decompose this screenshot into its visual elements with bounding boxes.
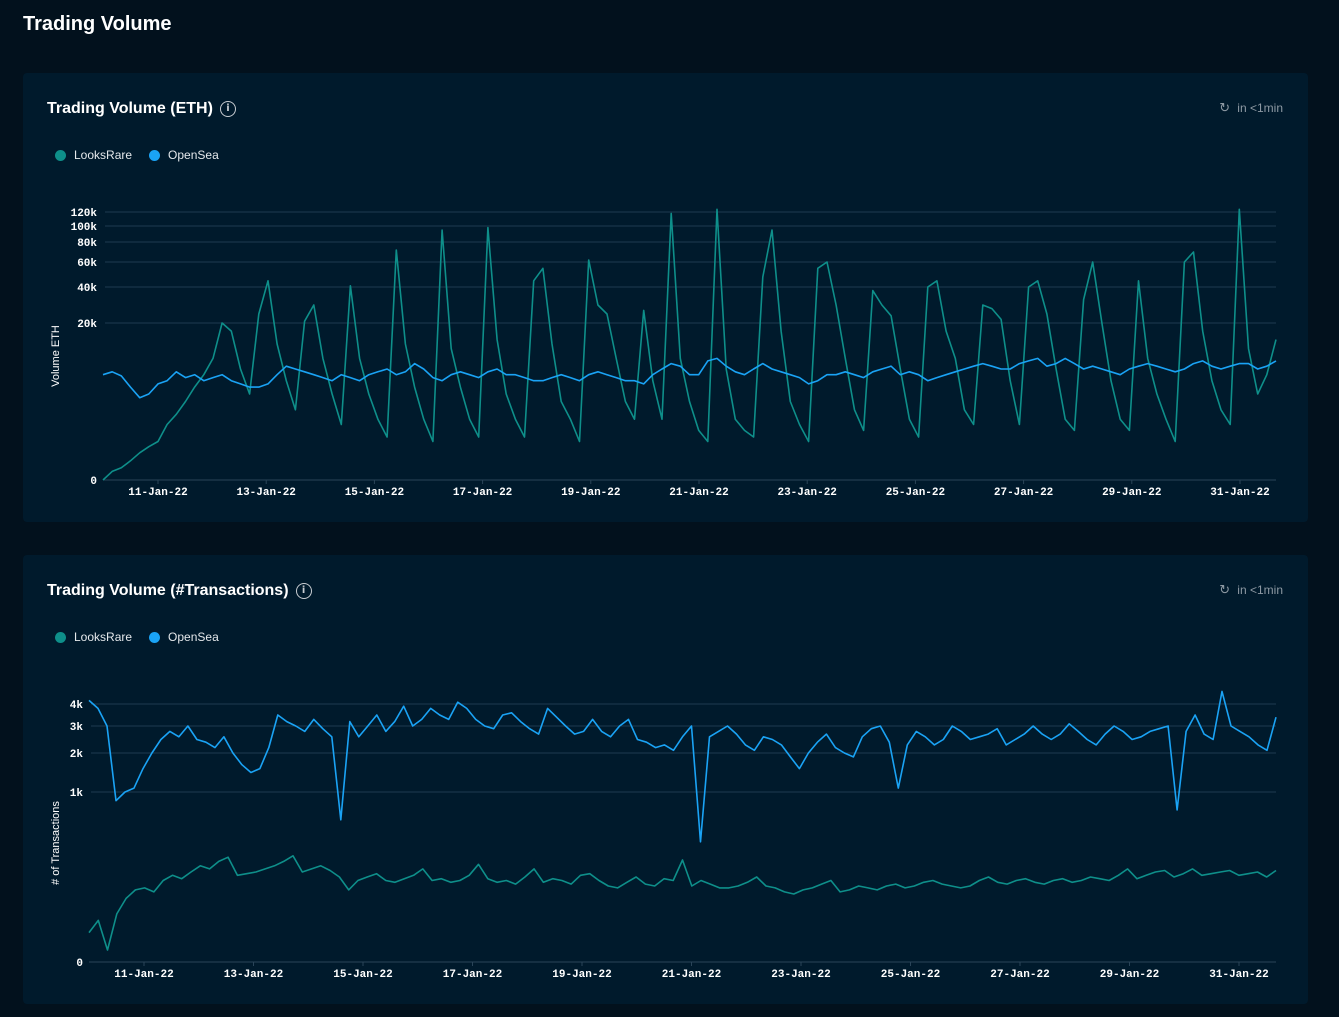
y-tick-label: 60k bbox=[77, 258, 97, 270]
eth-volume-panel: Trading Volume (ETH) i ↻ in <1min LooksR… bbox=[23, 73, 1308, 522]
y-axis-label: Volume ETH bbox=[50, 325, 62, 387]
tx-volume-panel: Trading Volume (#Transactions) i ↻ in <1… bbox=[23, 555, 1308, 1004]
x-tick-label: 23-Jan-22 bbox=[777, 487, 836, 499]
eth-volume-chart: 120k 100k 80k 60k 40k 20k 0 11-Jan-22 13-Jan-22 1… bbox=[50, 208, 1277, 499]
y-tick-label: 80k bbox=[77, 238, 97, 250]
legend-dot-looksrare bbox=[55, 631, 66, 643]
x-tick-label: 21-Jan-22 bbox=[662, 969, 721, 981]
y-tick-label: 1k bbox=[70, 788, 84, 800]
x-tick-label: 23-Jan-22 bbox=[771, 969, 830, 981]
x-tick-label: 15-Jan-22 bbox=[333, 969, 392, 981]
legend-label-looksrare: LooksRare bbox=[74, 148, 133, 162]
x-tick-label: 21-Jan-22 bbox=[669, 487, 728, 499]
x-tick-label: 17-Jan-22 bbox=[443, 969, 502, 981]
x-tick-label: 29-Jan-22 bbox=[1102, 487, 1161, 499]
legend-item-opensea[interactable]: OpenSea bbox=[149, 148, 219, 162]
series-line-looksrare[interactable] bbox=[88, 854, 1277, 951]
x-tick-label: 27-Jan-22 bbox=[990, 969, 1049, 981]
info-icon[interactable]: i bbox=[295, 583, 312, 599]
x-tick-label: 27-Jan-22 bbox=[994, 487, 1053, 499]
x-tick-label: 11-Jan-22 bbox=[128, 487, 187, 499]
legend-label-opensea: OpenSea bbox=[168, 630, 219, 644]
series-line-looksrare[interactable] bbox=[102, 208, 1277, 481]
eth-refresh-status[interactable]: ↻ in <1min bbox=[1219, 101, 1283, 115]
x-tick-label: 11-Jan-22 bbox=[114, 969, 173, 981]
legend-dot-opensea bbox=[149, 631, 161, 643]
eth-refresh-label: in <1min bbox=[1237, 101, 1283, 115]
eth-chart-title-text: Trading Volume (ETH) bbox=[47, 100, 213, 117]
y-tick-label: 2k bbox=[70, 749, 84, 761]
eth-legend: LooksRare OpenSea bbox=[55, 148, 236, 162]
info-icon[interactable]: i bbox=[219, 101, 236, 117]
x-tick-label: 31-Jan-22 bbox=[1210, 487, 1269, 499]
tx-chart-title: Trading Volume (#Transactions) i bbox=[47, 582, 312, 600]
y-tick-label: 120k bbox=[71, 208, 98, 220]
eth-chart-title: Trading Volume (ETH) i bbox=[47, 100, 236, 118]
tx-volume-chart: 4k 3k 2k 1k 0 11-Jan-22 13-Jan-22 15-Jan-22 17-J… bbox=[50, 690, 1277, 981]
y-tick-label: 20k bbox=[77, 319, 97, 331]
legend-dot-looksrare bbox=[55, 149, 66, 161]
tx-legend: LooksRare OpenSea bbox=[55, 630, 236, 644]
refresh-clock-icon: ↻ bbox=[1219, 582, 1231, 598]
y-tick-label: 0 bbox=[90, 476, 97, 488]
legend-item-opensea[interactable]: OpenSea bbox=[149, 630, 219, 644]
y-tick-label: 4k bbox=[70, 700, 84, 712]
x-tick-label: 13-Jan-22 bbox=[224, 969, 283, 981]
legend-item-looksrare[interactable]: LooksRare bbox=[55, 148, 132, 162]
x-tick-label: 19-Jan-22 bbox=[561, 487, 620, 499]
tx-refresh-label: in <1min bbox=[1237, 583, 1283, 597]
y-tick-label: 0 bbox=[76, 958, 83, 970]
legend-dot-opensea bbox=[149, 149, 161, 161]
y-tick-label: 3k bbox=[70, 722, 84, 734]
x-tick-label: 19-Jan-22 bbox=[552, 969, 611, 981]
page-title: Trading Volume bbox=[23, 13, 172, 35]
tx-refresh-status[interactable]: ↻ in <1min bbox=[1219, 583, 1283, 597]
series-line-opensea[interactable] bbox=[102, 357, 1277, 399]
tx-chart-title-text: Trading Volume (#Transactions) bbox=[47, 582, 289, 599]
x-tick-label: 13-Jan-22 bbox=[236, 487, 295, 499]
x-tick-label: 15-Jan-22 bbox=[345, 487, 404, 499]
y-tick-label: 100k bbox=[71, 222, 98, 234]
x-tick-label: 17-Jan-22 bbox=[453, 487, 512, 499]
y-axis-label: # of Transactions bbox=[50, 801, 62, 885]
x-tick-label: 29-Jan-22 bbox=[1100, 969, 1159, 981]
legend-label-opensea: OpenSea bbox=[168, 148, 219, 162]
legend-label-looksrare: LooksRare bbox=[74, 630, 133, 644]
x-tick-label: 31-Jan-22 bbox=[1209, 969, 1268, 981]
y-tick-label: 40k bbox=[77, 283, 97, 295]
x-tick-label: 25-Jan-22 bbox=[881, 969, 940, 981]
series-line-opensea[interactable] bbox=[88, 690, 1277, 843]
refresh-clock-icon: ↻ bbox=[1219, 100, 1231, 116]
x-tick-label: 25-Jan-22 bbox=[886, 487, 945, 499]
legend-item-looksrare[interactable]: LooksRare bbox=[55, 630, 132, 644]
